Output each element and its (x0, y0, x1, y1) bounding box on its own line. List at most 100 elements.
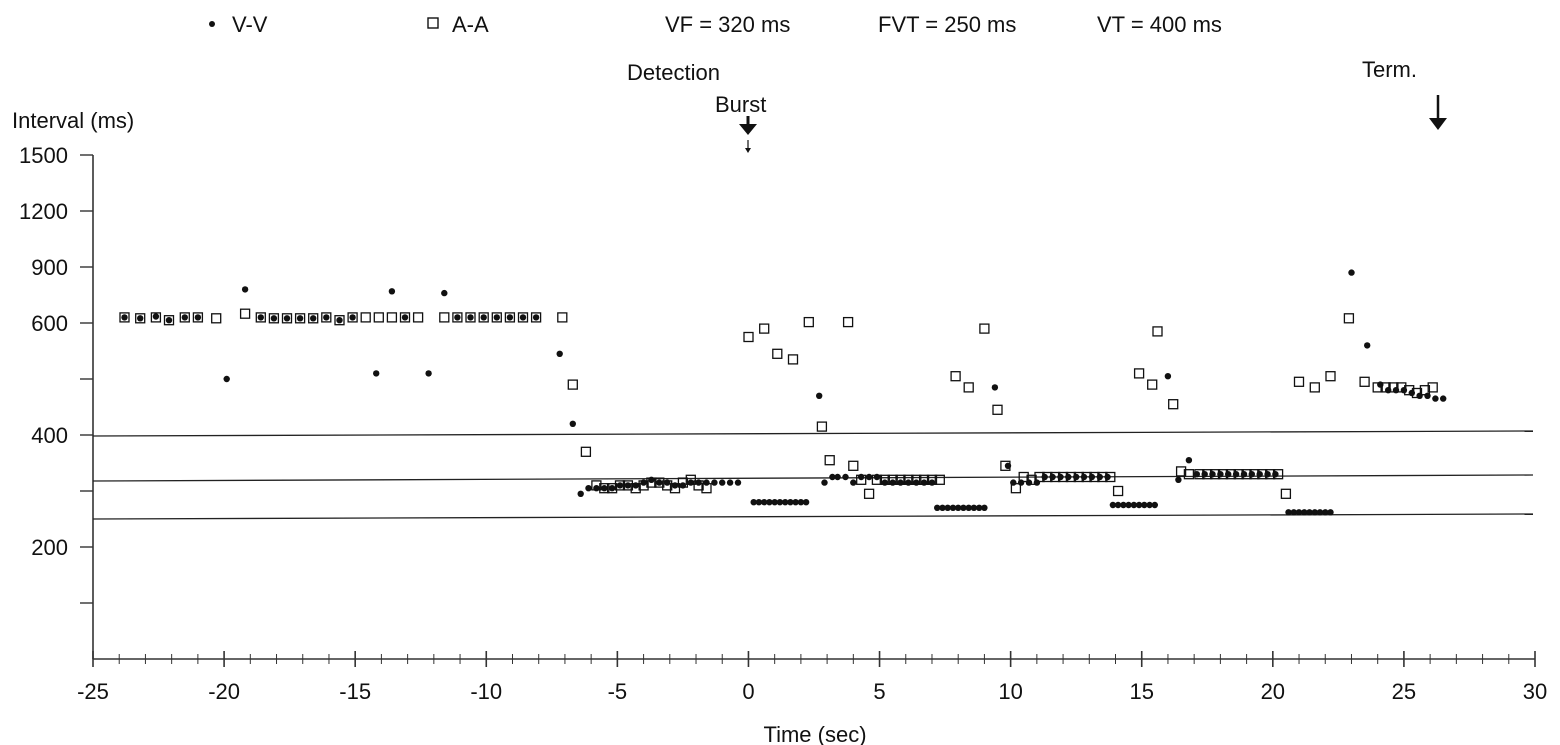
vv-point (388, 288, 396, 295)
vv-point (792, 499, 799, 506)
aa-point (934, 474, 945, 485)
vv-point (608, 485, 616, 492)
legend: V-V A-A (209, 12, 489, 37)
aa-point (863, 488, 875, 499)
vv-point (1392, 387, 1400, 394)
aa-point (654, 477, 665, 488)
aa-point (478, 312, 489, 323)
vv-point (1114, 501, 1122, 509)
vv-point (1285, 509, 1292, 516)
aa-point (294, 313, 306, 324)
vv-point (323, 314, 330, 321)
vv-point (1080, 473, 1088, 481)
vv-point (1185, 457, 1193, 464)
detection-arrow-icon (739, 116, 757, 135)
vv-point (640, 479, 647, 486)
vv-point (776, 499, 784, 506)
vv-point (858, 473, 865, 481)
vv-point (1135, 501, 1143, 509)
vv-point (797, 499, 805, 506)
aa-point (386, 312, 398, 323)
threshold-line-vt (92, 430, 1534, 437)
vv-point (1146, 501, 1153, 509)
aa-point (759, 323, 770, 334)
y-tick-label-1500: 1500 (19, 143, 68, 168)
vv-point (1088, 473, 1096, 481)
vv-point (1290, 509, 1298, 516)
vv-point (834, 473, 841, 481)
vv-point (1240, 471, 1248, 478)
aa-point (150, 312, 162, 323)
aa-point (622, 480, 634, 491)
vv-point (991, 384, 999, 391)
aa-point (614, 480, 626, 491)
vv-point (1057, 473, 1064, 481)
vv-point (761, 499, 768, 506)
vv-point (1225, 471, 1232, 478)
aa-point (743, 331, 754, 343)
vv-point (1193, 471, 1201, 478)
aa-point (772, 348, 783, 359)
vv-point (782, 499, 789, 506)
vv-point (1316, 509, 1324, 516)
vv-point (1130, 501, 1138, 509)
vv-point (1201, 471, 1208, 478)
x-tick-label: -20 (208, 679, 240, 704)
x-tick-label: -25 (77, 679, 109, 704)
x-tick-label: 15 (1129, 679, 1153, 704)
aa-point (491, 312, 502, 323)
vv-point (593, 485, 600, 492)
x-tick-label: 10 (998, 679, 1022, 704)
aa-point (992, 404, 1003, 415)
vv-point (695, 479, 702, 486)
vv-point (283, 315, 291, 322)
vv-point (467, 314, 474, 321)
vv-point (152, 313, 160, 320)
vv-point (181, 314, 188, 321)
aa-point (1293, 376, 1305, 387)
aa-point (452, 312, 463, 323)
vv-point (1248, 471, 1256, 478)
aa-point (321, 312, 332, 323)
x-tick-label: 20 (1261, 679, 1285, 704)
vv-point (601, 485, 608, 492)
vv-point (1010, 479, 1017, 486)
aa-point (580, 446, 592, 457)
aa-point (517, 312, 529, 323)
vv-point (850, 479, 857, 486)
vv-point (1151, 501, 1159, 509)
vv-point (585, 485, 592, 492)
legend-aa-label: A-A (452, 12, 489, 37)
vv-point (771, 499, 778, 506)
vv-point (755, 499, 763, 506)
vv-point (734, 479, 742, 486)
aa-point (816, 421, 828, 432)
aa-point (567, 379, 578, 390)
vv-point (121, 314, 128, 321)
vv-point (976, 504, 983, 511)
vv-point (944, 504, 951, 511)
annotation-term: Term. (1362, 57, 1417, 82)
x-tick-label: 5 (873, 679, 885, 704)
vv-point (506, 314, 514, 321)
vv-point (194, 314, 202, 321)
y-tick-label-600: 600 (31, 311, 68, 336)
vv-point (577, 490, 584, 497)
aa-point (1133, 368, 1145, 379)
vv-point (1295, 509, 1303, 516)
vv-point (441, 289, 448, 297)
vv-point (223, 375, 230, 383)
vv-point (616, 482, 624, 489)
vv-point (711, 479, 718, 486)
vv-point (897, 479, 904, 486)
vv-point (1424, 392, 1431, 399)
aa-point (1175, 466, 1187, 477)
aa-point (119, 312, 130, 323)
vv-point (1322, 509, 1329, 516)
vv-point (703, 479, 710, 486)
vv-point (648, 476, 655, 483)
aa-point (399, 312, 411, 323)
x-tick-label: 25 (1392, 679, 1416, 704)
aa-point (211, 313, 222, 324)
